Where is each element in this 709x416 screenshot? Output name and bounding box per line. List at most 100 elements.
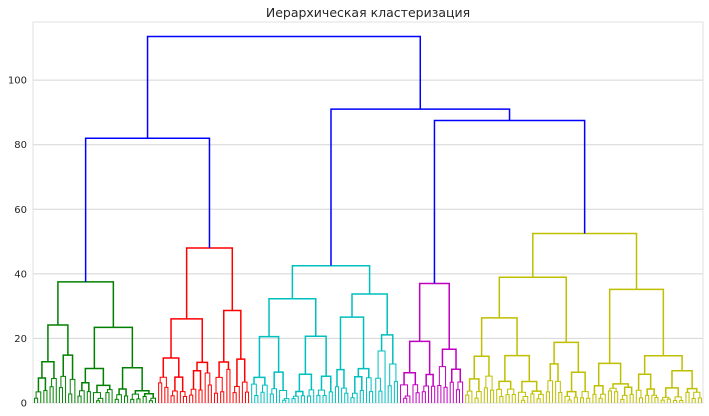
cluster-link xyxy=(412,384,419,403)
cluster-link xyxy=(521,399,526,403)
cluster-link xyxy=(344,392,349,403)
cluster-link xyxy=(213,392,219,403)
cluster-link xyxy=(566,390,577,398)
cluster-link xyxy=(148,400,153,403)
cluster-link xyxy=(451,368,462,383)
cluster-link xyxy=(431,385,436,403)
cluster-link xyxy=(511,394,516,403)
cluster-link xyxy=(441,348,457,370)
cluster-link xyxy=(545,391,550,403)
cluster-link xyxy=(403,371,417,385)
y-tick-20: 20 xyxy=(14,334,27,345)
cluster-link xyxy=(496,388,502,403)
cluster-link xyxy=(134,390,150,395)
cluster-link xyxy=(418,282,450,350)
cluster-link xyxy=(553,341,580,373)
cluster-link xyxy=(581,391,589,399)
chart-title: Иерархическая кластеризация xyxy=(266,5,470,20)
cluster-link xyxy=(505,394,510,403)
cluster-link xyxy=(253,376,266,386)
cluster-link xyxy=(170,318,203,363)
cluster-link xyxy=(143,393,154,399)
cluster-link xyxy=(547,380,554,403)
cluster-link xyxy=(679,399,684,403)
cluster-link xyxy=(507,388,515,395)
cluster-link xyxy=(665,387,679,398)
cluster-link xyxy=(236,358,246,387)
cluster-link xyxy=(393,381,398,403)
cluster-link xyxy=(218,361,230,378)
cluster-link xyxy=(443,386,448,403)
cluster-link xyxy=(150,397,157,403)
cluster-link xyxy=(465,394,470,403)
cluster-link xyxy=(504,354,531,382)
cluster-link xyxy=(268,297,317,337)
cluster-link xyxy=(614,391,619,403)
cluster-link xyxy=(244,391,250,403)
top-merge-link xyxy=(146,35,422,139)
y-tick-100: 100 xyxy=(8,76,27,87)
cluster-link xyxy=(172,390,178,403)
cluster-link xyxy=(685,391,690,403)
cluster-link xyxy=(60,375,67,403)
cluster-link xyxy=(164,386,169,403)
y-tick-40: 40 xyxy=(14,269,27,280)
cluster-link xyxy=(522,395,529,403)
cluster-link xyxy=(600,393,606,403)
cluster-link xyxy=(307,395,312,403)
cluster-link xyxy=(116,394,122,403)
cluster-link xyxy=(468,378,480,392)
cluster-link xyxy=(320,375,332,392)
cluster-link xyxy=(291,398,296,403)
cluster-link xyxy=(271,388,277,403)
cluster-link xyxy=(258,335,280,378)
cluster-link xyxy=(620,398,625,403)
cluster-1 xyxy=(34,281,157,403)
cluster-link xyxy=(693,391,701,399)
cluster-link xyxy=(317,389,326,396)
cluster-link xyxy=(638,397,644,403)
cluster-link xyxy=(570,371,586,392)
cluster-link xyxy=(609,387,617,392)
cluster-link xyxy=(106,389,113,403)
top-merges xyxy=(84,35,586,284)
cluster-link xyxy=(662,396,670,401)
cluster-link xyxy=(375,377,381,403)
cluster-link xyxy=(674,396,682,401)
cluster-link xyxy=(282,399,287,403)
cluster-link xyxy=(204,372,211,403)
cluster-link xyxy=(536,398,541,403)
cluster-link xyxy=(51,377,57,403)
cluster-4 xyxy=(400,282,464,403)
y-tick-0: 0 xyxy=(21,399,27,410)
top-merge-link xyxy=(433,119,586,284)
cluster-link xyxy=(350,397,355,403)
cluster-link xyxy=(97,397,104,403)
cluster-link xyxy=(421,391,426,403)
cluster-link xyxy=(593,385,604,395)
cluster-link xyxy=(69,378,76,403)
cluster-link xyxy=(174,376,184,392)
cluster-link xyxy=(223,309,242,363)
cluster-link xyxy=(62,354,74,380)
cluster-link xyxy=(586,397,591,403)
cluster-link xyxy=(629,393,634,403)
top-merge-link xyxy=(330,108,511,266)
plot-area xyxy=(32,21,704,404)
cluster-link xyxy=(179,391,186,403)
cluster-link xyxy=(666,398,671,403)
cluster-link xyxy=(567,399,572,403)
cluster-link xyxy=(490,389,495,403)
cluster-2 xyxy=(158,247,250,403)
cluster-link xyxy=(298,373,313,392)
cluster-link xyxy=(357,367,370,378)
y-tick-60: 60 xyxy=(14,205,27,216)
y-tick-labels: 0 20 40 60 80 100 xyxy=(8,76,27,410)
gridlines xyxy=(33,79,703,339)
y-tick-80: 80 xyxy=(14,140,27,151)
cluster-link xyxy=(449,381,454,403)
cluster-link xyxy=(377,350,386,403)
cluster-link xyxy=(185,247,234,319)
dendrogram-links xyxy=(34,35,702,403)
